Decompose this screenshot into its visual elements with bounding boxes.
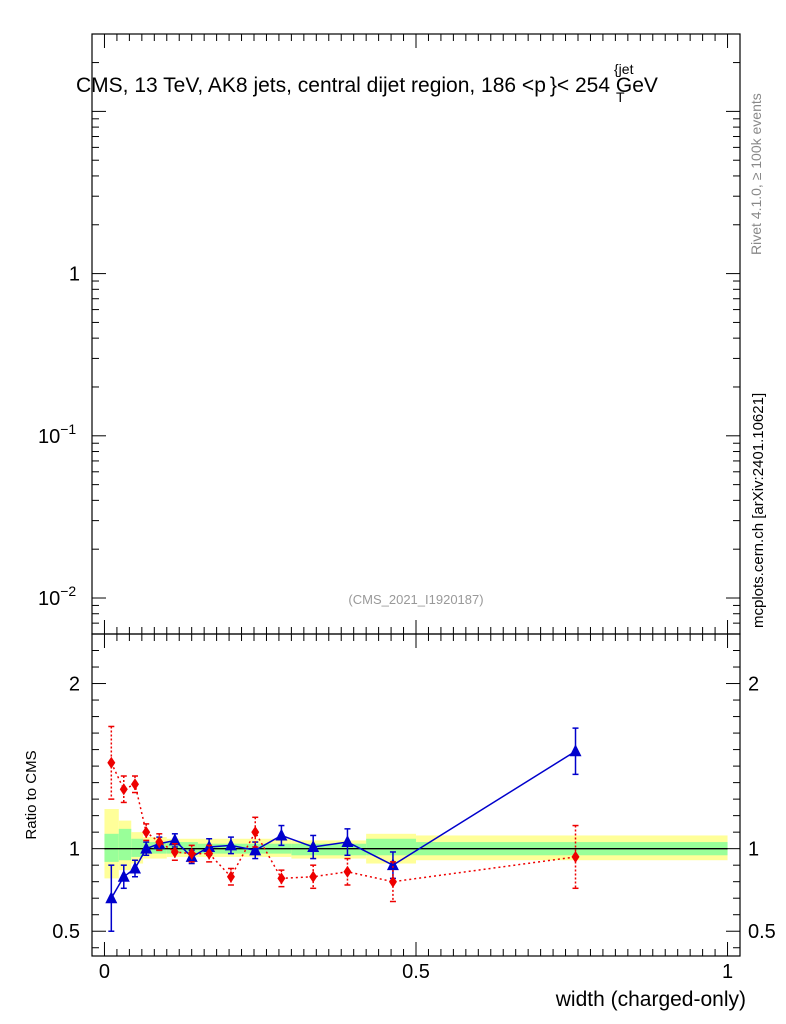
main-ytick-labels: 1 10−1 10−2 — [38, 264, 80, 610]
data-point-diamond — [571, 850, 580, 863]
data-point-diamond — [170, 845, 179, 858]
mcplots-label: mcplots.cern.ch [arXiv:2401.10621] — [750, 393, 767, 628]
data-point-triangle — [249, 843, 262, 856]
series-line — [110, 750, 576, 899]
ratio-axis-ticks — [92, 633, 740, 956]
xtick-label: 0 — [99, 961, 110, 983]
main-ytick-exponent: −1 — [60, 421, 76, 437]
data-point-triangle — [275, 828, 288, 841]
title-prefix: CMS, 13 TeV, AK8 jets, central dijet reg… — [76, 74, 534, 97]
data-point-triangle — [105, 891, 118, 904]
main-ytick-label: 1 — [69, 264, 80, 286]
rivet-label: Rivet 4.1.0, ≥ 100k events — [748, 93, 764, 255]
series-line — [110, 762, 576, 883]
ratio-ytick-label: 2 — [69, 674, 80, 696]
main-axis-ticks — [92, 33, 740, 635]
xlabel: width (charged-only) — [555, 988, 746, 1011]
main-ytick-exponent: −2 — [60, 583, 76, 599]
data-point-diamond — [130, 778, 139, 791]
ratio-series — [105, 725, 582, 932]
chart-title: CMS, 13 TeV, AK8 jets, central dijet reg… — [76, 74, 658, 97]
data-point-diamond — [107, 756, 116, 769]
title-suffix: }< 254 GeV — [550, 74, 658, 97]
data-point-triangle — [569, 744, 582, 757]
data-point-triangle — [168, 833, 181, 846]
data-point-triangle — [224, 838, 237, 851]
data-point-diamond — [251, 826, 260, 839]
main-panel-frame — [91, 33, 741, 635]
data-point-triangle — [117, 869, 130, 882]
main-ytick-label: 10−2 — [38, 583, 76, 610]
data-point-diamond — [388, 875, 397, 888]
data-point-diamond — [343, 865, 352, 878]
ratio-tick-labels: 0.5 0.5 1 1 2 2 0 0.5 1 — [52, 674, 776, 983]
data-point-diamond — [155, 836, 164, 849]
data-point-diamond — [226, 870, 235, 883]
data-point-triangle — [307, 840, 320, 853]
data-point-diamond — [205, 847, 214, 860]
title-superscript: {jet — [614, 61, 634, 77]
ratio-panel-frame — [91, 633, 741, 957]
ratio-ytick-label: 0.5 — [52, 921, 80, 943]
stat-uncertainty-band — [291, 843, 367, 856]
ratio-ytick-label-right: 2 — [748, 674, 759, 696]
ratio-ytick-label-right: 0.5 — [748, 921, 776, 943]
data-point-triangle — [341, 835, 354, 848]
xtick-label: 1 — [722, 961, 733, 983]
analysis-label: (CMS_2021_I1920187) — [348, 592, 483, 607]
ratio-ytick-label-right: 1 — [748, 839, 759, 861]
ratio-ytick-label: 1 — [69, 839, 80, 861]
data-point-triangle — [140, 841, 153, 854]
stat-uncertainty-band — [366, 838, 416, 856]
stat-uncertainty-band — [104, 833, 119, 862]
title-pt: p — [534, 74, 546, 97]
data-point-diamond — [187, 847, 196, 860]
data-point-triangle — [128, 861, 141, 874]
stat-uncertainty-band — [118, 828, 132, 861]
ratio-ylabel: Ratio to CMS — [23, 750, 40, 839]
uncertainty-bands — [104, 809, 728, 879]
data-point-diamond — [277, 872, 286, 885]
xtick-label: 0.5 — [402, 961, 430, 983]
data-point-diamond — [142, 826, 151, 839]
main-ytick-label: 10−1 — [38, 421, 76, 448]
data-point-diamond — [309, 870, 318, 883]
data-point-triangle — [386, 858, 399, 871]
data-point-diamond — [119, 783, 128, 796]
stat-uncertainty-band — [131, 838, 144, 857]
title-subscript: T — [616, 89, 625, 105]
